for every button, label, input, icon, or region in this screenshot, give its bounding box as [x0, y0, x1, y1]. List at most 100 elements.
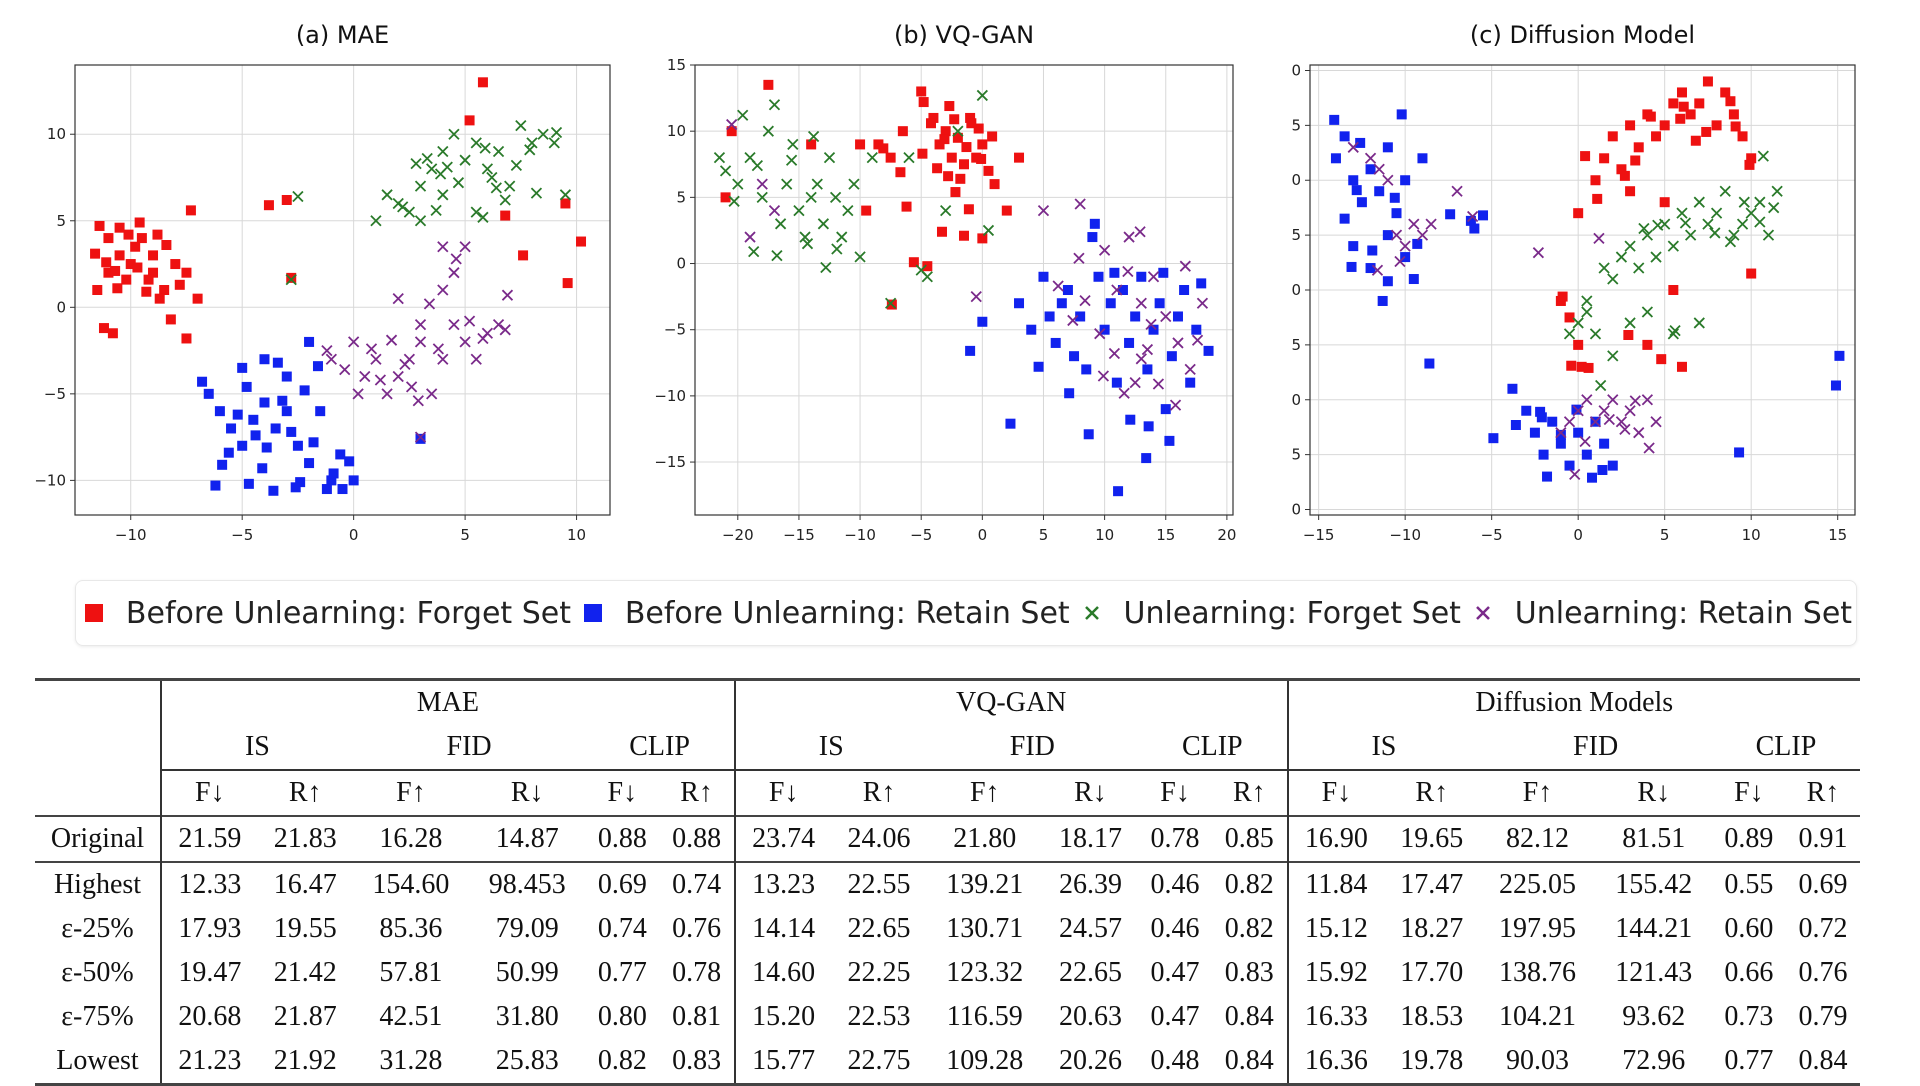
y-tick-label: 5: [676, 188, 686, 206]
table-cell: 14.87: [469, 815, 586, 862]
data-point: [1625, 186, 1636, 197]
row-label: ε-75%: [61, 1001, 134, 1032]
data-point: [1598, 405, 1610, 417]
data-point: [928, 112, 939, 123]
data-point: [223, 447, 234, 458]
data-point: [1125, 414, 1136, 425]
data-point: [774, 218, 787, 230]
data-point: [1581, 394, 1593, 406]
data-point: [1725, 96, 1736, 107]
data-point: [1573, 427, 1584, 438]
sub-header: R↓: [1637, 777, 1671, 808]
data-point: [952, 125, 964, 137]
table-cell: 116.59: [946, 1001, 1023, 1032]
data-point: [1064, 388, 1075, 399]
data-point: [836, 231, 848, 243]
metric-header: FID: [352, 725, 586, 771]
table-cell: 139.21: [926, 861, 1043, 907]
data-point: [1382, 142, 1393, 153]
data-point: [1074, 198, 1086, 210]
data-point: [977, 316, 988, 327]
data-point: [1348, 241, 1359, 252]
data-point: [348, 475, 359, 486]
data-point: [1650, 416, 1662, 428]
sub-header: F↓: [607, 777, 638, 808]
data-point: [932, 163, 943, 174]
data-point: [1371, 264, 1384, 276]
data-point: [917, 148, 928, 159]
data-point: [866, 152, 878, 164]
data-point: [763, 79, 774, 90]
legend-label: Before Unlearning: Forget Set: [125, 595, 571, 631]
data-point: [1583, 362, 1594, 373]
table-cell: 15.20: [733, 995, 832, 1039]
y-tick-label: 5: [1291, 226, 1301, 244]
data-point: [1109, 267, 1120, 278]
table-cell: 14.14: [733, 907, 832, 951]
data-point: [1667, 328, 1679, 340]
data-point: [1056, 298, 1067, 309]
data-point: [130, 241, 141, 252]
data-point: [1734, 447, 1745, 458]
data-point: [921, 271, 933, 283]
x-tick-label: −20: [722, 526, 754, 544]
data-point: [903, 152, 915, 164]
data-point: [1417, 153, 1428, 164]
data-point: [203, 388, 214, 399]
data-point: [1745, 207, 1757, 219]
sub-header: F↓: [160, 770, 258, 816]
data-point: [1676, 207, 1688, 219]
table-cell: 21.59: [160, 815, 258, 862]
table-cell: 24.57: [1058, 913, 1122, 944]
data-point: [1117, 285, 1128, 295]
data-point: [1148, 324, 1159, 335]
table-cell: 23.74: [733, 815, 832, 862]
data-point: [437, 284, 449, 296]
data-point: [1179, 285, 1190, 295]
data-point: [1465, 215, 1476, 226]
data-point: [92, 285, 103, 295]
x-tick-label: 10: [1742, 526, 1761, 544]
data-point: [1693, 196, 1705, 208]
data-point: [965, 112, 976, 123]
metric-header: FID: [926, 725, 1139, 771]
data-point: [161, 240, 172, 250]
data-point: [1113, 486, 1124, 497]
data-point: [261, 442, 272, 453]
data-point: [949, 114, 960, 125]
data-point: [922, 261, 933, 272]
data-point: [1590, 175, 1601, 186]
y-tick-label: 5: [56, 212, 66, 230]
data-point: [437, 241, 449, 253]
data-point: [1391, 208, 1402, 219]
data-point: [321, 344, 333, 357]
data-point: [973, 123, 984, 134]
data-point: [397, 201, 409, 213]
data-point: [226, 423, 237, 434]
data-point: [1744, 159, 1755, 170]
data-point: [768, 204, 781, 217]
table-corner: [35, 678, 161, 725]
data-point: [1408, 218, 1420, 230]
table-cell: 14.60: [733, 951, 832, 995]
data-point: [976, 153, 987, 164]
data-point: [1191, 334, 1204, 346]
data-point: [94, 220, 105, 231]
data-point: [285, 273, 297, 286]
data-point: [1469, 223, 1480, 234]
data-point: [1728, 229, 1740, 241]
data-point: [785, 154, 798, 166]
table-cell: 0.82: [1224, 913, 1274, 944]
data-point: [1408, 274, 1419, 285]
table-cell: 26.39: [1042, 861, 1139, 907]
data-point: [1347, 141, 1359, 153]
data-point: [165, 314, 176, 325]
data-point: [943, 171, 954, 182]
table-cell: 21.42: [273, 957, 337, 988]
data-point: [1650, 251, 1662, 263]
data-point: [1339, 213, 1350, 224]
data-point: [1185, 377, 1196, 388]
data-point: [90, 248, 101, 259]
chart-title: (c) Diffusion Model: [1470, 21, 1695, 49]
data-point: [490, 182, 502, 194]
